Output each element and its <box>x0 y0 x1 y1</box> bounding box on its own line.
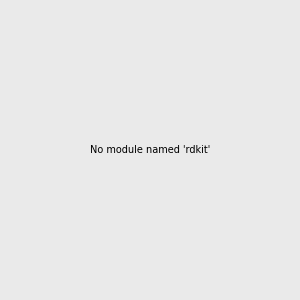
Text: No module named 'rdkit': No module named 'rdkit' <box>90 145 210 155</box>
